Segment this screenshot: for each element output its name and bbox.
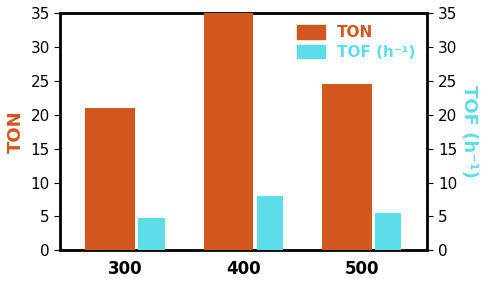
Bar (203, 13, 253, 250)
Bar (85, 108, 135, 250)
Y-axis label: TOF (h⁻¹): TOF (h⁻¹) (459, 85, 477, 178)
Bar (138, 218, 164, 250)
Bar (375, 213, 401, 250)
Y-axis label: TON: TON (7, 110, 25, 153)
Bar (257, 196, 282, 250)
Legend: TON, TOF (h⁻¹): TON, TOF (h⁻¹) (292, 21, 419, 64)
Bar (321, 84, 371, 250)
